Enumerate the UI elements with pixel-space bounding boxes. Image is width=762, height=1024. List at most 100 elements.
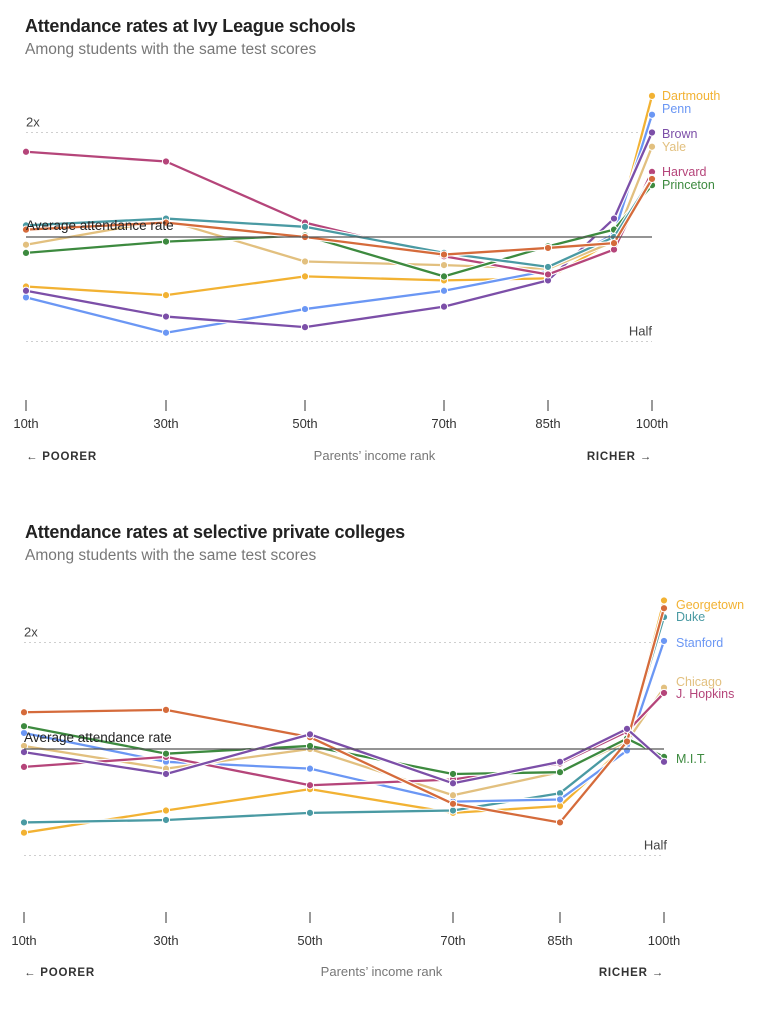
series-label: Georgetown	[676, 598, 744, 612]
data-point	[19, 762, 29, 772]
series-label: Stanford	[676, 636, 723, 650]
data-point	[448, 769, 458, 779]
data-point	[305, 730, 315, 739]
line-chart-ivy: 2x Half Average attendance rate DartmouthPe…	[13, 89, 720, 463]
data-point	[543, 243, 553, 253]
richer-label: RICHER →	[599, 967, 664, 979]
data-point	[305, 781, 315, 790]
series-unlabeled-6	[19, 604, 669, 827]
data-point	[448, 806, 458, 815]
series-label: Harvard	[662, 165, 707, 179]
data-point	[161, 705, 171, 714]
data-point	[161, 291, 171, 300]
chart-selective-private: Attendance rates at selective private co…	[0, 505, 762, 1024]
half-label: Half	[644, 838, 668, 853]
data-point	[19, 708, 29, 717]
data-point	[439, 250, 449, 259]
richer-label: RICHER →	[587, 451, 652, 463]
x-tick-label: 100th	[636, 416, 669, 431]
data-point	[647, 91, 657, 100]
data-point	[300, 257, 310, 266]
data-point	[448, 779, 458, 788]
poorer-label: ← POORER	[26, 451, 97, 463]
data-point	[161, 769, 171, 779]
data-point	[609, 214, 619, 223]
x-tick-label: 85th	[535, 416, 560, 431]
data-point	[439, 272, 449, 281]
two-x-label: 2x	[24, 625, 38, 640]
data-point	[647, 142, 657, 151]
data-point	[609, 239, 619, 248]
data-point	[161, 237, 171, 246]
data-point	[161, 157, 171, 166]
data-point	[300, 304, 310, 314]
data-point	[439, 302, 449, 311]
data-point	[161, 218, 171, 227]
chart-ivy-league: Attendance rates at Ivy League schools A…	[0, 0, 762, 490]
data-point	[543, 262, 553, 272]
data-point	[21, 147, 31, 156]
series-line	[25, 146, 654, 270]
data-point	[555, 795, 565, 804]
series-label: Brown	[662, 127, 697, 141]
series-halo	[25, 149, 655, 277]
series-label: Penn	[662, 102, 691, 116]
series-label: Dartmouth	[662, 89, 720, 103]
series-line	[23, 640, 666, 803]
data-point	[659, 757, 669, 766]
series-line	[23, 600, 666, 834]
data-point	[300, 272, 310, 281]
series-line	[25, 150, 654, 276]
data-point	[300, 323, 310, 332]
data-point	[659, 688, 669, 698]
data-point	[659, 596, 669, 605]
x-tick-label: 50th	[292, 416, 317, 431]
data-point	[161, 806, 171, 815]
data-point	[647, 110, 657, 119]
average-label: Average attendance rate	[24, 730, 172, 745]
series-label: Chicago	[676, 675, 722, 689]
data-point	[300, 222, 310, 231]
series-line	[23, 607, 666, 824]
data-point	[439, 260, 449, 270]
x-tick-label: 70th	[440, 933, 465, 948]
data-point	[305, 808, 315, 817]
data-point	[543, 270, 553, 279]
two-x-label: 2x	[26, 115, 40, 130]
series-yale	[21, 142, 657, 273]
series-brown	[21, 128, 657, 332]
data-point	[19, 818, 29, 827]
data-point	[659, 636, 669, 646]
series-unlabeled-7	[19, 724, 669, 788]
data-point	[622, 737, 632, 746]
series-halo	[23, 607, 667, 825]
data-point	[448, 799, 458, 808]
data-point	[647, 128, 657, 137]
data-point	[647, 174, 657, 184]
chart-title: Attendance rates at Ivy League schools	[25, 16, 356, 36]
data-point	[555, 818, 565, 827]
series-label: Duke	[676, 610, 705, 624]
series-georgetown	[19, 596, 669, 837]
data-point	[448, 791, 458, 800]
data-point	[161, 328, 171, 337]
x-tick-label: 50th	[297, 933, 322, 948]
x-tick-label: 30th	[153, 416, 178, 431]
data-point	[555, 768, 565, 777]
series-unlabeled-7	[21, 174, 657, 259]
x-tick-label: 10th	[13, 416, 38, 431]
x-tick-label: 85th	[547, 933, 572, 948]
data-point	[21, 225, 31, 234]
x-tick-label: 70th	[431, 416, 456, 431]
x-tick-label: 30th	[153, 933, 178, 948]
data-point	[19, 828, 29, 837]
data-point	[305, 764, 315, 773]
data-point	[622, 724, 632, 733]
series-label: J. Hopkins	[676, 687, 734, 701]
data-point	[21, 248, 31, 257]
data-point	[21, 240, 31, 249]
x-axis-title: Parents’ income rank	[321, 964, 443, 979]
half-label: Half	[629, 324, 653, 339]
line-chart-private: 2x Half Average attendance rate GeorgetownD…	[11, 596, 744, 979]
data-point	[21, 286, 31, 295]
